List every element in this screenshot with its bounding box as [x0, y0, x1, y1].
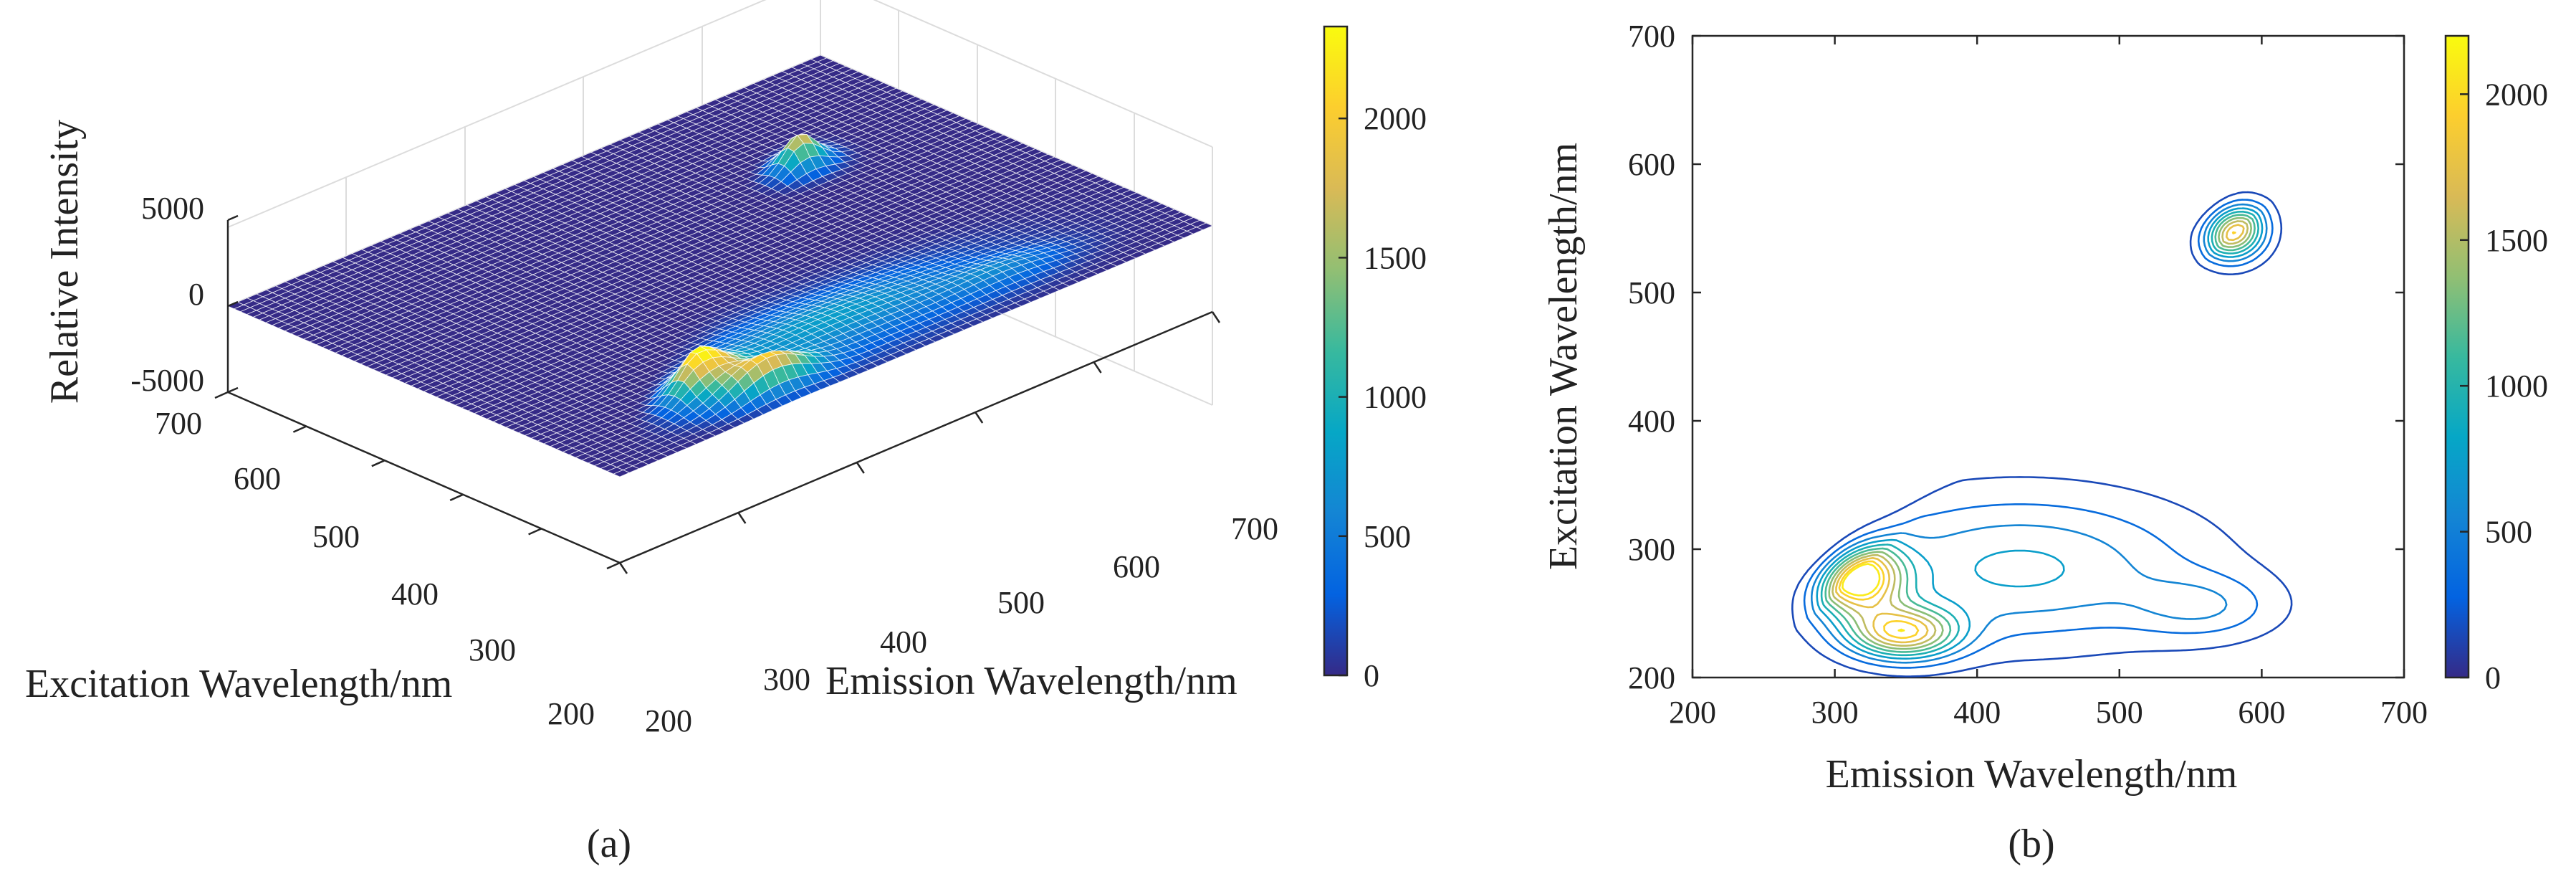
surface-tick-marks: [214, 214, 1221, 574]
colorbar-b-gradient: [2444, 34, 2470, 679]
colorbar-tick-label: 2000: [1364, 101, 1427, 136]
x-tick-label: 700: [2380, 695, 2428, 730]
y-tick-label: 200: [1628, 660, 1675, 695]
contour-line: [1803, 199, 2274, 669]
contour-line: [1820, 210, 2259, 657]
surface-plot-panel: 5000 0 -5000 700 600 500 400 300 200 200…: [25, 0, 1427, 866]
z-tick-mark: [227, 300, 239, 308]
y-tick-mark: [528, 528, 542, 536]
y-tick-mark: [371, 460, 386, 467]
y-tick-mark: [214, 391, 229, 399]
y-tick-label: 200: [547, 696, 595, 731]
x-tick-mark: [975, 412, 984, 424]
z-tick-mark: [227, 386, 239, 394]
y-tick-label: 600: [234, 461, 281, 496]
colorbar-b: 0 500 1000 1500 2000: [2444, 34, 2548, 695]
x-tick-mark: [1211, 311, 1221, 323]
x-tick-label: 200: [645, 703, 692, 738]
z-tick-label: -5000: [130, 363, 204, 398]
colorbar-tick-label: 0: [2485, 660, 2501, 695]
contour-line: [1824, 214, 2256, 653]
x-tick-label: 600: [2238, 695, 2285, 730]
panel-label-b: (b): [2008, 822, 2054, 866]
colorbar-tick-label: 1500: [2485, 223, 2548, 258]
y-tick-label: 700: [155, 406, 202, 441]
y-tick-label: 500: [312, 519, 360, 554]
x-tick-label: 600: [1113, 549, 1160, 584]
x-axis-label: Emission Wavelength/nm: [825, 659, 1237, 703]
z-tick-label: 0: [188, 277, 204, 312]
y-axis-line: [227, 391, 621, 564]
contour-line: [1835, 224, 2245, 644]
y-tick-mark: [449, 493, 464, 501]
colorbar-tick-label: 1000: [1364, 380, 1427, 415]
contour-plot-panel: 200 300 400 500 600 700 200 300 400 500 …: [1541, 19, 2548, 866]
y-tick-label: 500: [1628, 275, 1675, 310]
contour-tick-labels: 200 300 400 500 600 700 200 300 400 500 …: [1628, 19, 2428, 730]
contour-lines: [1791, 191, 2293, 678]
x-tick-label: 300: [763, 662, 810, 697]
z-axis-label: Relative Intensity: [42, 120, 87, 404]
x-tick-mark: [737, 512, 747, 524]
y-tick-label: 300: [469, 632, 516, 667]
colorbar-a: 0 500 1000 1500 2000: [1323, 25, 1427, 693]
contour-line: [1791, 191, 2293, 678]
surface-mesh: [226, 54, 1214, 477]
colorbar-a-gradient: [1323, 25, 1349, 677]
contour-line: [1816, 207, 2264, 660]
x-tick-label: 400: [1953, 695, 2001, 730]
colorbar-tick-label: 0: [1364, 658, 1379, 693]
x-axis-label: Emission Wavelength/nm: [1826, 752, 2238, 797]
colorbar-tick-label: 2000: [2485, 77, 2548, 112]
z-tick-mark: [227, 214, 239, 222]
x-axis-line: [619, 310, 1213, 564]
surface-cell: [613, 470, 631, 477]
contour-plot-frame: [1691, 34, 2405, 679]
colorbar-tick-label: 1500: [1364, 240, 1427, 275]
x-tick-mark: [856, 462, 865, 474]
x-tick-label: 200: [1669, 695, 1716, 730]
y-tick-label: 700: [1628, 19, 1675, 54]
x-tick-mark: [618, 562, 628, 574]
surface-tick-labels: 5000 0 -5000 700 600 500 400 300 200 200…: [130, 191, 1278, 738]
panel-label-a: (a): [587, 822, 631, 866]
x-tick-label: 500: [2096, 695, 2143, 730]
colorbar-tick-label: 500: [1364, 519, 1411, 554]
contour-line: [1842, 563, 1905, 632]
x-tick-label: 400: [880, 624, 927, 660]
contour-line: [1838, 231, 2236, 640]
y-tick-mark: [606, 561, 621, 570]
contour-line: [1832, 220, 2249, 647]
contour-line: [1811, 203, 2268, 664]
x-tick-label: 700: [1231, 511, 1278, 546]
y-tick-label: 400: [1628, 404, 1675, 439]
contour-tick-marks: [1691, 34, 2405, 679]
colorbar-tick-label: 1000: [2485, 369, 2548, 404]
colorbar-tick-label: 500: [2485, 515, 2532, 550]
y-axis-label: Excitation Wavelength/nm: [1541, 143, 1586, 570]
y-tick-mark: [292, 425, 307, 433]
x-tick-label: 300: [1811, 695, 1859, 730]
contour-line: [1828, 217, 2252, 650]
y-axis-label: Excitation Wavelength/nm: [25, 662, 452, 706]
x-tick-label: 500: [997, 585, 1045, 620]
z-tick-label: 5000: [141, 191, 204, 226]
x-tick-mark: [1093, 361, 1102, 374]
y-tick-label: 400: [391, 576, 439, 612]
y-tick-label: 300: [1628, 532, 1675, 567]
y-tick-label: 600: [1628, 147, 1675, 182]
